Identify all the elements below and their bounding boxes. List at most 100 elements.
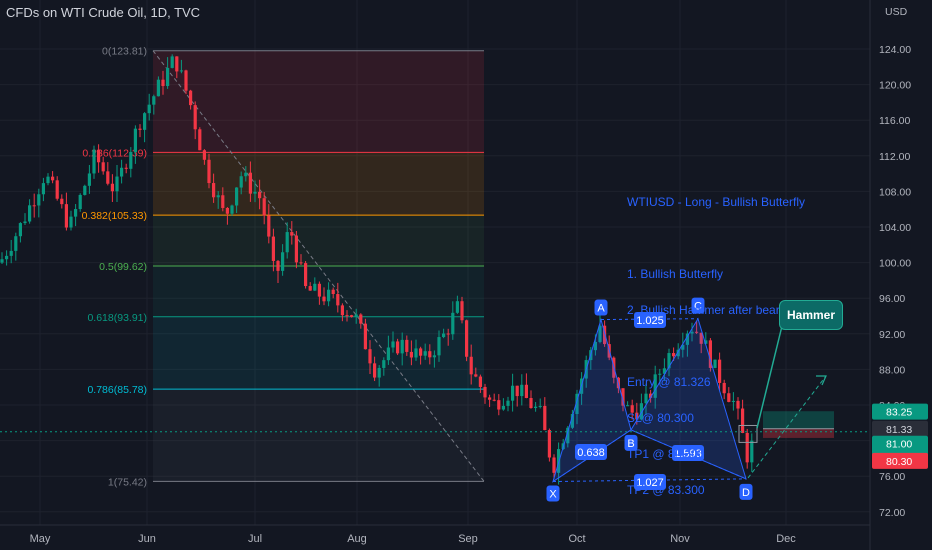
candle-body [239, 176, 243, 188]
candle-body [465, 320, 469, 357]
candle-body [138, 128, 142, 130]
candle-body [446, 333, 450, 335]
candle-body [432, 355, 436, 358]
price-tick-label: 76.00 [879, 471, 905, 483]
candle-body [492, 399, 496, 401]
svg-text:1.027: 1.027 [636, 477, 664, 489]
note-line: 1. Bullish Butterfly [627, 267, 724, 281]
candle-body [497, 400, 501, 410]
candle-body [501, 405, 505, 410]
candle-body [221, 195, 225, 208]
candle-body [179, 70, 183, 72]
candle-body [524, 384, 528, 399]
candle-body [336, 294, 340, 306]
projection-arrow [747, 375, 827, 479]
candle-body [667, 353, 671, 369]
candle-body [377, 367, 381, 378]
fib-level-label: 1(75.42) [108, 476, 147, 488]
candle-body [575, 393, 579, 415]
arrow-head [816, 375, 827, 386]
price-tick-label: 116.00 [879, 115, 910, 127]
candle-body [69, 216, 73, 228]
price-tag-text: 81.33 [886, 424, 912, 436]
candle-body [202, 150, 206, 160]
svg-text:B: B [627, 438, 634, 450]
time-tick-label: Sep [458, 533, 478, 545]
time-tick-label: Oct [568, 533, 585, 545]
candle-body [129, 151, 133, 169]
candle-body [506, 400, 510, 406]
candle-body [483, 386, 487, 398]
candle-body [262, 198, 266, 216]
time-tick-label: Aug [347, 533, 367, 545]
candle-body [708, 340, 712, 368]
price-tick-label: 108.00 [879, 186, 911, 198]
svg-text:C: C [694, 301, 702, 313]
price-tick-label: 96.00 [879, 293, 905, 305]
target-zone [763, 411, 834, 429]
candle-body [529, 398, 533, 409]
candle-body [690, 331, 694, 334]
candle-body [750, 440, 754, 463]
candle-body [547, 430, 551, 458]
price-tag [872, 403, 928, 420]
candle-body [566, 427, 570, 444]
price-tick-label: 104.00 [879, 222, 911, 234]
price-tag-text: 81.00 [886, 439, 912, 451]
fib-zone [153, 50, 484, 153]
candle-body [290, 232, 294, 236]
candle-body [718, 359, 722, 383]
candle-body [391, 341, 395, 348]
candle-body [455, 301, 459, 313]
candle-body [685, 333, 689, 345]
candle-body [276, 260, 280, 271]
candle-body [511, 385, 515, 401]
callout-pointer [756, 325, 783, 429]
price-tick-label: 120.00 [879, 80, 911, 92]
candle-body [681, 344, 685, 350]
candle-body [294, 235, 298, 263]
candle-body [469, 356, 473, 375]
candle-body [552, 457, 556, 473]
candle-body [534, 406, 538, 409]
candle-body [630, 405, 634, 413]
price-tick-label: 100.00 [879, 258, 911, 270]
candle-body [133, 128, 137, 152]
candle-body [713, 359, 717, 368]
price-tag [872, 452, 928, 469]
candle-body [354, 314, 358, 317]
time-tick-label: Dec [776, 533, 796, 545]
candle-body [368, 349, 372, 364]
trade-note: WTIUSD - Long - Bullish Butterfly 1. Bul… [627, 172, 826, 508]
candle-body [658, 373, 662, 375]
candle-body [285, 232, 289, 253]
candle-body [161, 79, 165, 87]
candle-body [414, 348, 418, 358]
candle-body [635, 412, 639, 420]
candle-body [649, 393, 653, 398]
fib-level-label: 0.618(93.91) [87, 312, 147, 324]
note-line [627, 340, 826, 352]
candle-body [110, 183, 114, 192]
candle-body [745, 432, 749, 463]
candle-body [41, 183, 45, 195]
svg-text:1.593: 1.593 [674, 448, 702, 460]
candle-body [731, 400, 735, 402]
candle-body [474, 374, 478, 377]
chart-title: CFDs on WTI Crude Oil, 1D, TVC [6, 5, 201, 20]
price-tick-label: 112.00 [879, 151, 910, 163]
candle-body [639, 403, 643, 420]
hammer-callout[interactable]: Hammer [779, 300, 843, 330]
candle-body [382, 360, 386, 368]
candle-body [308, 286, 312, 291]
candle-body [189, 90, 193, 106]
svg-text:D: D [742, 487, 750, 499]
candle-body [14, 236, 18, 251]
time-tick-label: May [30, 533, 51, 545]
candle-body [304, 263, 308, 287]
candle-body [359, 314, 363, 324]
fib-level-label: 0.5(99.62) [99, 261, 147, 273]
pattern-point-label: B [624, 434, 638, 451]
fib-level-label: 0.786(85.78) [87, 384, 147, 396]
